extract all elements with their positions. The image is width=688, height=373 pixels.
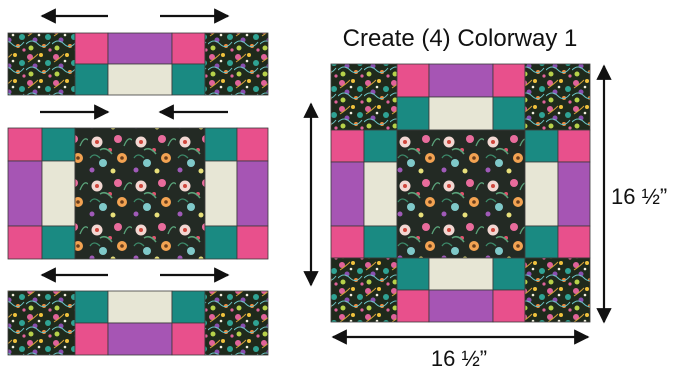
- diagram-title: Create (4) Colorway 1: [343, 25, 578, 52]
- cream-rectangle: [428, 257, 494, 291]
- busy-print-square: [330, 63, 398, 131]
- cream-rectangle: [428, 96, 494, 131]
- purple-rectangle: [330, 161, 365, 227]
- busy-print-square: [7, 290, 76, 356]
- purple-rectangle: [7, 160, 43, 227]
- purple-rectangle: [428, 289, 494, 323]
- purple-rectangle: [107, 32, 173, 65]
- width-dimension-label: 16 ½”: [431, 346, 487, 371]
- teal-square: [492, 96, 526, 131]
- pink-square: [7, 225, 43, 260]
- pink-square: [557, 225, 591, 259]
- busy-print-square: [330, 257, 398, 323]
- teal-square: [41, 225, 76, 260]
- cream-rectangle: [107, 63, 173, 96]
- purple-rectangle: [236, 160, 269, 227]
- pink-square: [330, 225, 365, 259]
- top-row-strip: [7, 32, 269, 96]
- pink-square: [557, 129, 591, 163]
- teal-square: [204, 225, 238, 260]
- pressing-arrows: [40, 8, 319, 287]
- purple-rectangle: [557, 161, 591, 227]
- teal-square: [524, 129, 559, 163]
- cream-rectangle: [363, 161, 398, 227]
- teal-square: [41, 127, 76, 162]
- dimension-arrows: [331, 64, 612, 345]
- busy-print-square: [204, 290, 269, 356]
- teal-square: [204, 127, 238, 162]
- cream-rectangle: [204, 160, 238, 227]
- floral-center-square: [74, 127, 206, 260]
- busy-print-square: [524, 257, 591, 323]
- pink-square: [492, 289, 526, 323]
- busy-print-square: [7, 32, 76, 96]
- pink-square: [74, 32, 109, 65]
- purple-rectangle: [107, 322, 173, 356]
- middle-row-strip: [7, 127, 269, 260]
- cream-rectangle: [41, 160, 76, 227]
- pink-square: [396, 289, 430, 323]
- teal-square: [396, 96, 430, 131]
- teal-square: [74, 290, 109, 324]
- cream-rectangle: [524, 161, 559, 227]
- pink-square: [396, 63, 430, 98]
- teal-square: [74, 63, 109, 96]
- teal-square: [363, 129, 398, 163]
- busy-print-square: [524, 63, 591, 131]
- pink-square: [7, 127, 43, 162]
- pink-square: [236, 127, 269, 162]
- teal-square: [492, 257, 526, 291]
- pink-square: [330, 129, 365, 163]
- teal-square: [171, 63, 206, 96]
- assembled-block: [330, 63, 591, 323]
- teal-square: [524, 225, 559, 259]
- floral-center-square: [396, 129, 526, 259]
- teal-square: [171, 290, 206, 324]
- cream-rectangle: [107, 290, 173, 324]
- pink-square: [171, 322, 206, 356]
- bottom-row-strip: [7, 290, 269, 356]
- teal-square: [363, 225, 398, 259]
- purple-rectangle: [428, 63, 494, 98]
- pink-square: [236, 225, 269, 260]
- busy-print-square: [204, 32, 269, 96]
- teal-square: [396, 257, 430, 291]
- pink-square: [492, 63, 526, 98]
- height-dimension-label: 16 ½”: [611, 184, 667, 209]
- pink-square: [74, 322, 109, 356]
- pink-square: [171, 32, 206, 65]
